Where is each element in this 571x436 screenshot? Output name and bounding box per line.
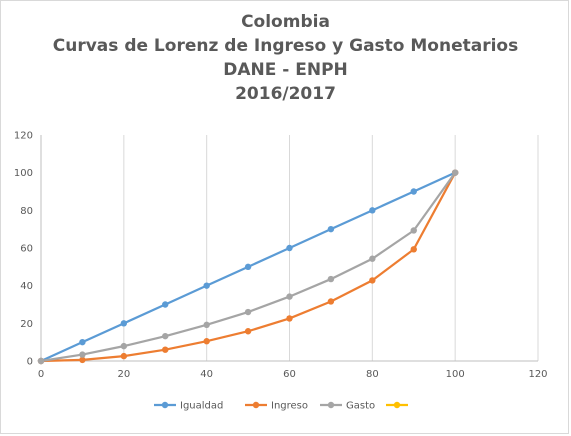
point-1-2 bbox=[120, 352, 128, 360]
point-0-1 bbox=[79, 338, 86, 346]
title-line-1: Colombia bbox=[241, 12, 330, 32]
x-tick-label-3: 60 bbox=[283, 369, 296, 380]
point-2-7 bbox=[327, 275, 335, 283]
y-tick-label-4: 80 bbox=[20, 206, 33, 217]
point-1-9 bbox=[410, 246, 417, 253]
title-line-4: 2016/2017 bbox=[235, 84, 336, 104]
title-line-2: Curvas de Lorenz de Ingreso y Gasto Mone… bbox=[52, 36, 519, 56]
legend-label-2: Gasto bbox=[346, 401, 375, 412]
legend-marker-0 bbox=[161, 401, 169, 409]
point-2-8 bbox=[369, 255, 376, 262]
legend-label-1: Ingreso bbox=[271, 401, 308, 412]
point-1-3 bbox=[162, 346, 169, 353]
legend-item-1: Ingreso bbox=[245, 401, 308, 412]
point-1-8 bbox=[369, 277, 376, 284]
y-tick-labels: 0 20 40 60 80 100 120 bbox=[14, 131, 33, 368]
y-tick-label-5: 100 bbox=[14, 168, 33, 179]
point-0-9 bbox=[410, 188, 417, 195]
point-2-9 bbox=[410, 227, 417, 234]
x-tick-labels: 0 20 40 60 80 100 120 bbox=[38, 369, 548, 380]
legend-label-0: Igualdad bbox=[180, 401, 223, 412]
legend-item-3 bbox=[386, 401, 408, 409]
point-2-1 bbox=[79, 351, 86, 358]
point-0-5 bbox=[244, 263, 252, 271]
point-2-3 bbox=[162, 332, 169, 340]
point-2-2 bbox=[120, 342, 128, 350]
grid-lines bbox=[123, 135, 539, 361]
x-tick-label-0: 0 bbox=[38, 369, 44, 380]
point-0-8 bbox=[369, 207, 376, 214]
y-tick-label-6: 120 bbox=[14, 131, 33, 142]
point-2-5 bbox=[244, 308, 252, 316]
point-0-4 bbox=[203, 282, 210, 289]
point-1-4 bbox=[203, 338, 210, 345]
x-tick-label-6: 120 bbox=[528, 369, 547, 380]
series-group bbox=[37, 169, 459, 365]
point-0-7 bbox=[327, 225, 335, 233]
y-tick-label-3: 60 bbox=[20, 244, 33, 255]
point-0-6 bbox=[286, 244, 293, 252]
legend-item-0: Igualdad bbox=[154, 401, 223, 412]
legend-marker-3 bbox=[393, 401, 401, 409]
point-2-0 bbox=[37, 357, 45, 365]
legend-marker-1 bbox=[252, 401, 260, 409]
x-tick-label-2: 40 bbox=[200, 369, 213, 380]
point-0-3 bbox=[162, 301, 169, 308]
y-tick-label-2: 40 bbox=[20, 281, 33, 292]
axes bbox=[40, 135, 538, 362]
point-1-5 bbox=[244, 328, 252, 335]
x-tick-label-1: 20 bbox=[117, 369, 130, 380]
chart-title: Colombia Curvas de Lorenz de Ingreso y G… bbox=[0, 10, 571, 106]
point-0-2 bbox=[120, 320, 128, 327]
point-2-6 bbox=[286, 293, 293, 300]
legend: Igualdad Ingreso Gasto bbox=[154, 401, 408, 412]
point-1-6 bbox=[286, 315, 293, 322]
point-2-4 bbox=[203, 321, 210, 329]
y-tick-label-1: 20 bbox=[20, 319, 33, 330]
y-tick-label-0: 0 bbox=[27, 357, 33, 368]
legend-item-2: Gasto bbox=[320, 401, 375, 412]
point-1-1 bbox=[79, 356, 86, 364]
legend-marker-2 bbox=[327, 401, 335, 409]
point-2-10 bbox=[451, 169, 459, 176]
x-tick-label-4: 80 bbox=[366, 369, 379, 380]
x-tick-label-5: 100 bbox=[446, 369, 465, 380]
point-1-7 bbox=[327, 298, 335, 305]
title-line-3: DANE - ENPH bbox=[223, 60, 348, 80]
